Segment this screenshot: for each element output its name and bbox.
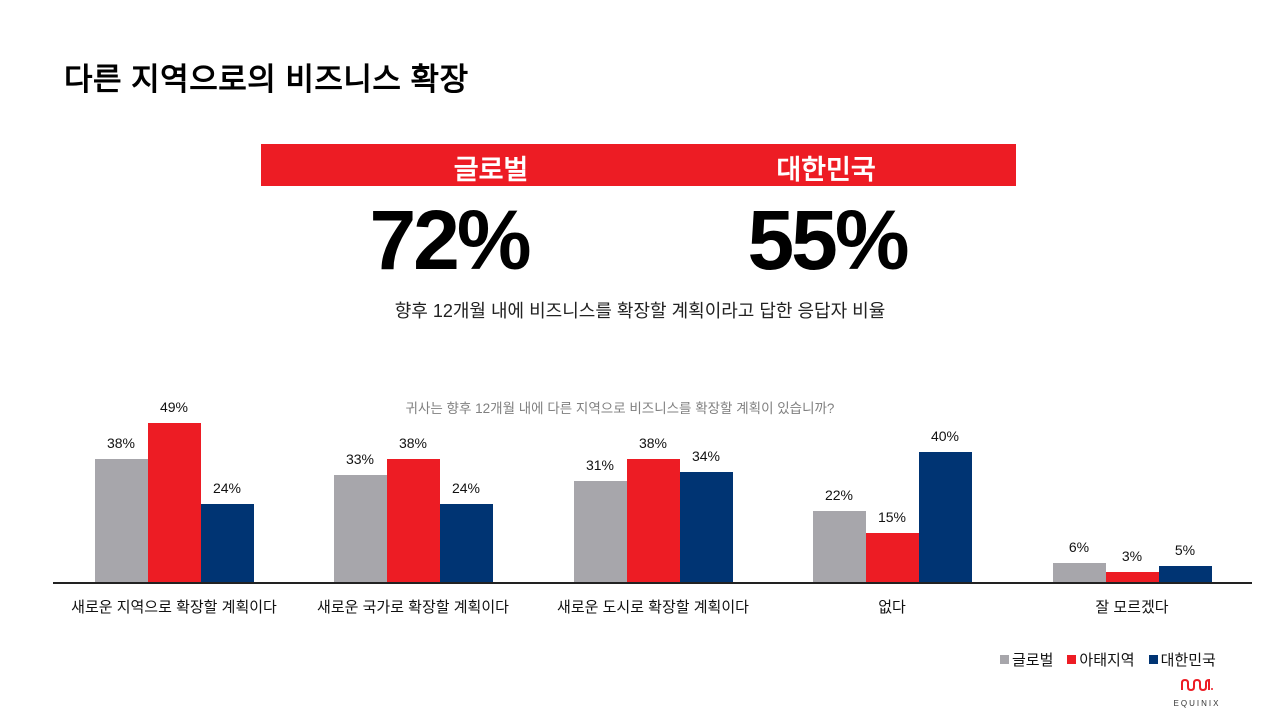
- bar: [918, 452, 972, 582]
- bar-value-label: 33%: [345, 451, 375, 467]
- bar: [94, 459, 148, 582]
- headline-korea-value: 55%: [747, 193, 909, 287]
- category-label: 새로운 국가로 확장할 계획이다: [317, 599, 509, 616]
- headline-subtitle: 향후 12개월 내에 비즈니스를 확장할 계획이라고 답한 응답자 비율: [394, 301, 886, 321]
- banner-label-global: 글로벌: [453, 155, 529, 185]
- legend-label-global: 글로벌: [1012, 652, 1054, 669]
- category-label: 새로운 지역으로 확장할 계획이다: [71, 599, 277, 616]
- bar-value-label: 3%: [1121, 548, 1143, 564]
- equinix-logo: EQUINIX: [1170, 678, 1224, 708]
- banner-label-korea: 대한민국: [776, 155, 876, 185]
- bar-value-label: 5%: [1174, 542, 1196, 558]
- bar: [626, 459, 680, 582]
- x-axis-line: [53, 582, 1252, 584]
- legend-swatch-apac-icon: [1067, 655, 1077, 664]
- bar: [865, 533, 919, 582]
- category-label: 없다: [878, 599, 906, 616]
- bar: [679, 472, 733, 582]
- bar-value-label: 31%: [585, 457, 615, 473]
- chart-question: 귀사는 향후 12개월 내에 다른 지역으로 비즈니스를 확장할 계획이 있습니…: [405, 401, 835, 416]
- bar-value-label: 38%: [398, 435, 428, 451]
- bar: [439, 504, 493, 582]
- legend-swatch-korea-icon: [1148, 655, 1158, 664]
- page-title: 다른 지역으로의 비즈니스 확장: [64, 62, 469, 97]
- bar-value-label: 24%: [451, 480, 481, 496]
- legend-swatch-global-icon: [1000, 655, 1009, 664]
- bar: [1105, 572, 1159, 582]
- bar: [812, 511, 866, 582]
- bar: [147, 423, 201, 582]
- legend-item-korea: 대한민국: [1148, 649, 1216, 670]
- bar: [386, 459, 440, 582]
- bar-value-label: 38%: [106, 435, 136, 451]
- comparison-banner: 글로벌 대한민국: [261, 144, 1016, 186]
- category-label: 잘 모르겠다: [1095, 599, 1169, 616]
- legend-label-apac: 아태지역: [1079, 652, 1135, 669]
- bar: [200, 504, 254, 582]
- bar: [573, 481, 627, 582]
- bar-value-label: 40%: [930, 428, 960, 444]
- bar-value-label: 49%: [159, 399, 189, 415]
- category-label: 새로운 도시로 확장할 계획이다: [557, 599, 749, 616]
- bar: [1158, 566, 1212, 582]
- bar-value-label: 6%: [1068, 539, 1090, 555]
- bar-value-label: 22%: [824, 487, 854, 503]
- equinix-logo-icon: [1181, 678, 1213, 692]
- bar-value-label: 34%: [691, 448, 721, 464]
- bar-value-label: 24%: [212, 480, 242, 496]
- legend-label-korea: 대한민국: [1160, 652, 1216, 669]
- bar: [1052, 563, 1106, 582]
- bar: [333, 475, 387, 582]
- logo-text: EQUINIX: [1173, 699, 1221, 708]
- legend-item-global: 글로벌: [1000, 649, 1053, 670]
- chart-legend: 글로벌 아태지역 대한민국: [1000, 649, 1216, 670]
- headline-global-value: 72%: [369, 193, 531, 287]
- bar-value-label: 15%: [877, 509, 907, 525]
- legend-item-apac: 아태지역: [1067, 649, 1135, 670]
- bar-value-label: 38%: [638, 435, 668, 451]
